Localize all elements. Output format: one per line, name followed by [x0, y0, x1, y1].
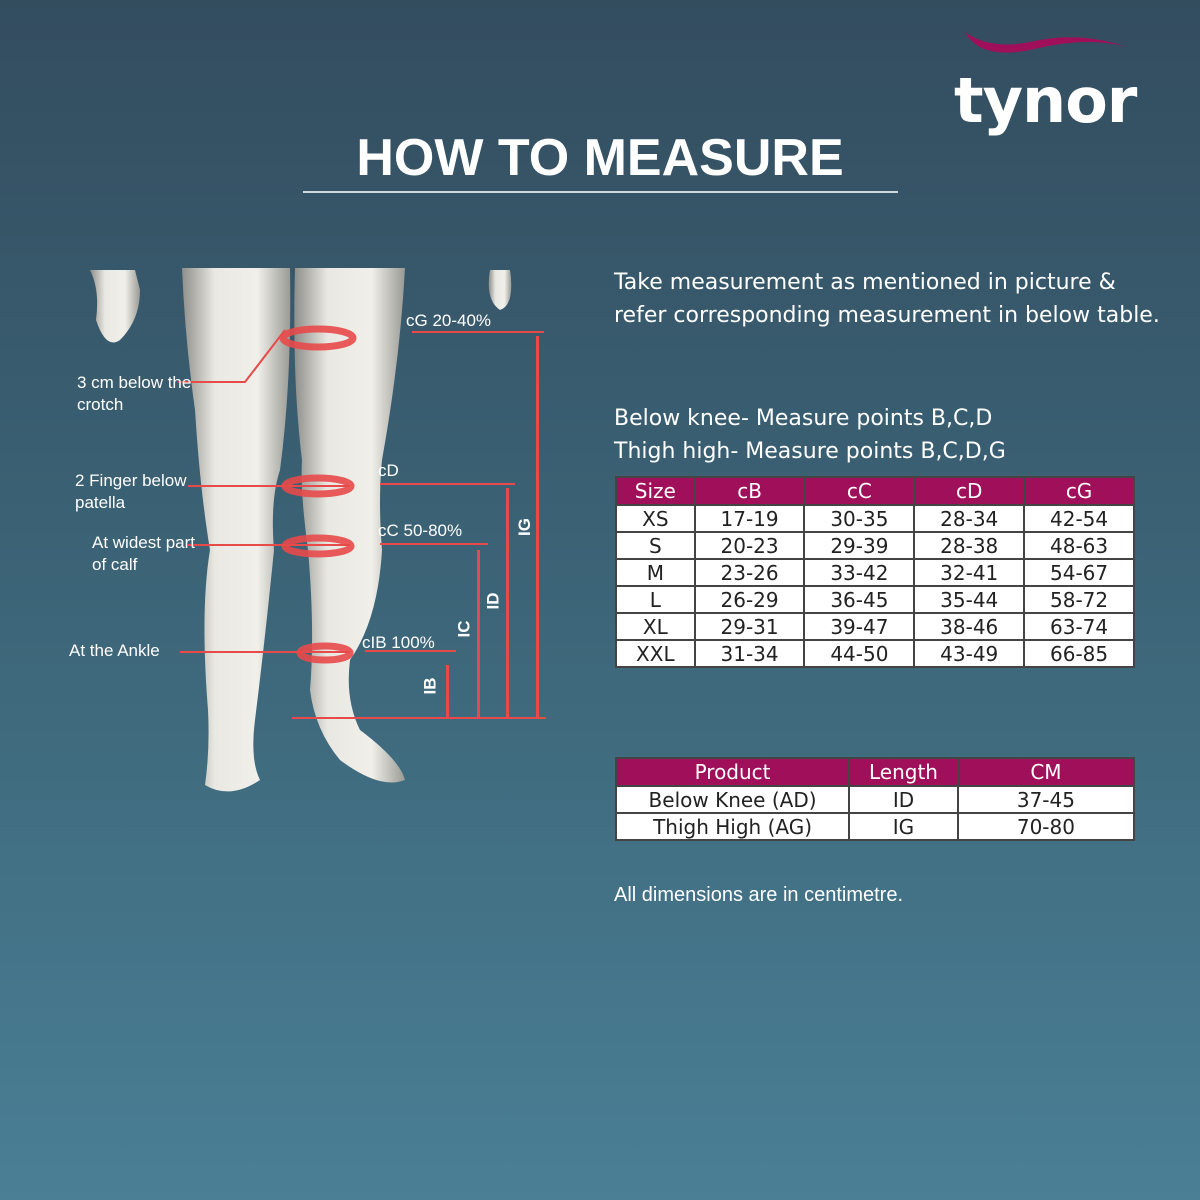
header-cell: cC	[803, 476, 916, 506]
table-cell: 32-41	[913, 558, 1026, 587]
label-crotch: 3 cm below the crotch	[77, 373, 192, 414]
header-cell: CM	[956, 757, 1136, 787]
table-cell: 30-35	[803, 504, 916, 533]
table-row: Thigh High (AG) IG 70-80	[614, 812, 1136, 841]
table-row: XS 17-19 30-35 28-34 42-54	[615, 504, 1135, 533]
header-cell: cB	[693, 476, 806, 506]
table-cell: 33-42	[803, 558, 916, 587]
table-cell: IG	[848, 812, 959, 841]
table-cell: S	[615, 531, 696, 560]
product-table: Product Length CM Below Knee (AD) ID 37-45…	[614, 757, 1136, 841]
table-cell: 36-45	[803, 585, 916, 614]
table-row: S 20-23 29-39 28-38 48-63	[615, 531, 1135, 560]
thigh-high-points: Thigh high- Measure points B,C,D,G	[614, 439, 1006, 464]
table-cell: 63-74	[1023, 612, 1135, 641]
legs-illustration	[90, 268, 546, 792]
table-row: Below Knee (AD) ID 37-45	[614, 785, 1136, 814]
table-cell: 43-49	[913, 639, 1026, 668]
table-cell: 23-26	[693, 558, 806, 587]
table-cell: 17-19	[693, 504, 806, 533]
label-cG: cG 20-40%	[406, 311, 492, 330]
size-table: Size cB cC cD cG XS 17-19 30-35 28-34 42-54 S…	[615, 476, 1135, 668]
table-cell: 31-34	[693, 639, 806, 668]
intro-text: Take measurement as mentioned in picture…	[614, 270, 1160, 328]
logo-swoosh-icon	[965, 32, 1130, 53]
brand-logo: tynor	[950, 20, 1150, 137]
table-cell: M	[615, 558, 696, 587]
table-cell: Thigh High (AG)	[614, 812, 851, 841]
measure-points: Below knee- Measure points B,C,D Thigh h…	[614, 402, 1006, 468]
header-cell: Size	[615, 476, 696, 506]
label-ID: ID	[483, 592, 503, 610]
table-row: L 26-29 36-45 35-44 58-72	[615, 585, 1135, 614]
table-cell: XXL	[615, 639, 696, 668]
table-cell: 58-72	[1023, 585, 1135, 614]
table-row: XL 29-31 39-47 38-46 63-74	[615, 612, 1135, 641]
table-row: M 23-26 33-42 32-41 54-67	[615, 558, 1135, 587]
table-cell: 28-38	[913, 531, 1026, 560]
table-cell: 39-47	[803, 612, 916, 641]
table-cell: 35-44	[913, 585, 1026, 614]
table-row: XXL 31-34 44-50 43-49 66-85	[615, 639, 1135, 668]
label-IC: IC	[454, 620, 474, 638]
table-cell: 66-85	[1023, 639, 1135, 668]
label-patella: 2 Finger below patella	[75, 471, 187, 512]
table-cell: L	[615, 585, 696, 614]
label-cC: cC 50-80%	[378, 521, 463, 540]
leg-measurement-figure: 3 cm below the crotch 2 Finger below pat…	[60, 260, 580, 820]
table-cell: 70-80	[956, 812, 1136, 841]
table-header-row: Product Length CM	[614, 757, 1136, 787]
table-cell: 44-50	[803, 639, 916, 668]
table-cell: ID	[848, 785, 959, 814]
label-cD: cD	[378, 461, 399, 480]
table-cell: 38-46	[913, 612, 1026, 641]
table-cell: 37-45	[956, 785, 1136, 814]
header-cell: Length	[848, 757, 959, 787]
table-cell: 29-39	[803, 531, 916, 560]
table-header-row: Size cB cC cD cG	[615, 476, 1135, 506]
header-cell: cG	[1023, 476, 1135, 506]
table-cell: XS	[615, 504, 696, 533]
label-IG: IG	[514, 518, 534, 536]
table-cell: 42-54	[1023, 504, 1135, 533]
label-IB: IB	[420, 677, 440, 695]
table-cell: XL	[615, 612, 696, 641]
table-cell: 29-31	[693, 612, 806, 641]
header-cell: Product	[614, 757, 851, 787]
units-note: All dimensions are in centimetre.	[614, 884, 904, 906]
table-cell: Below Knee (AD)	[614, 785, 851, 814]
header-cell: cD	[913, 476, 1026, 506]
table-cell: 20-23	[693, 531, 806, 560]
page-title: HOW TO MEASURE	[356, 129, 844, 187]
table-cell: 26-29	[693, 585, 806, 614]
label-ankle: At the Ankle	[69, 641, 160, 660]
label-calf: At widest part of calf	[92, 533, 195, 574]
table-cell: 48-63	[1023, 531, 1135, 560]
table-cell: 28-34	[913, 504, 1026, 533]
logo-text: tynor	[954, 64, 1137, 137]
label-cB: cIB 100%	[362, 633, 435, 652]
title-divider	[303, 191, 898, 193]
table-cell: 54-67	[1023, 558, 1135, 587]
below-knee-points: Below knee- Measure points B,C,D	[614, 406, 993, 431]
